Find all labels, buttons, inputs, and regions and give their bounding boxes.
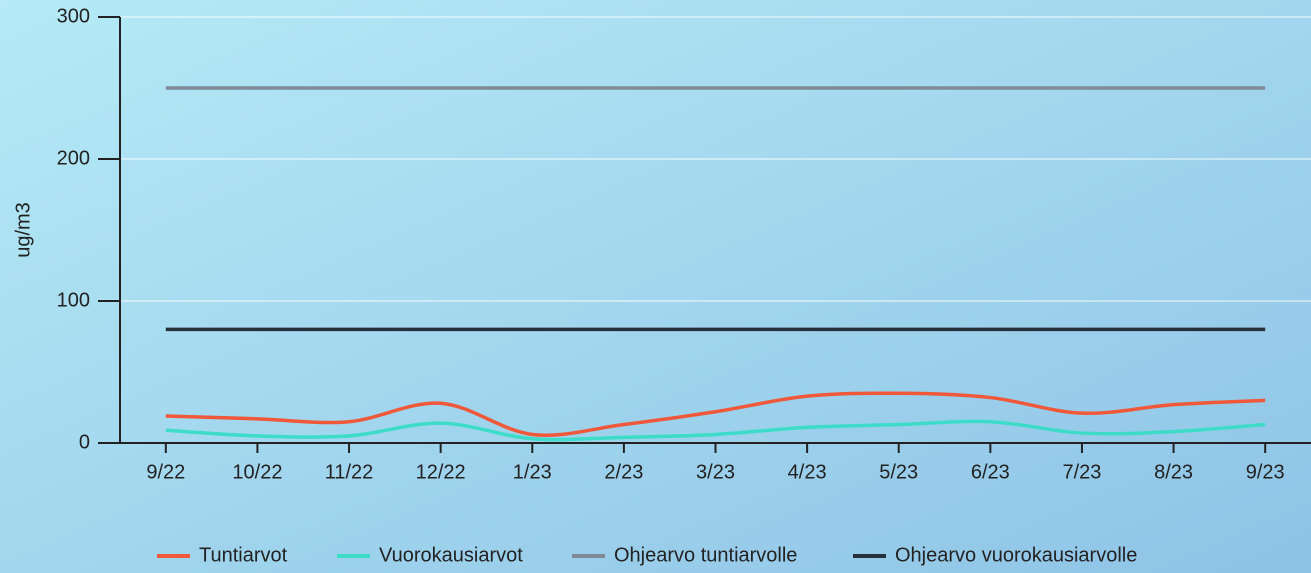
legend-label: Ohjearvo vuorokausiarvolle (895, 544, 1137, 566)
x-tick-label: 2/23 (604, 461, 643, 483)
x-tick-label: 9/22 (146, 461, 185, 483)
x-tick-label: 10/22 (232, 461, 282, 483)
x-tick-label: 12/22 (416, 461, 466, 483)
line-series (165, 391, 1266, 437)
x-tick-label: 9/23 (1246, 461, 1285, 483)
y-tick-label: 100 (57, 289, 90, 311)
x-tick-label: 5/23 (879, 461, 918, 483)
x-tick-label: 7/23 (1062, 461, 1101, 483)
line-series (165, 419, 1266, 442)
legend-label: Tuntiarvot (199, 544, 288, 566)
legend-label: Vuorokausiarvot (379, 544, 523, 566)
x-tick-label: 8/23 (1154, 461, 1193, 483)
y-axis-label: ug/m3 (12, 202, 34, 258)
x-tick-label: 6/23 (971, 461, 1010, 483)
x-tick-label: 3/23 (696, 461, 735, 483)
y-tick-label: 300 (57, 5, 90, 27)
x-tick-label: 11/22 (325, 461, 374, 483)
x-tick-label: 1/23 (513, 461, 552, 483)
x-tick-label: 4/23 (788, 461, 827, 483)
y-tick-label: 0 (79, 431, 90, 453)
y-tick-label: 200 (57, 147, 90, 169)
legend-label: Ohjearvo tuntiarvolle (614, 544, 797, 566)
